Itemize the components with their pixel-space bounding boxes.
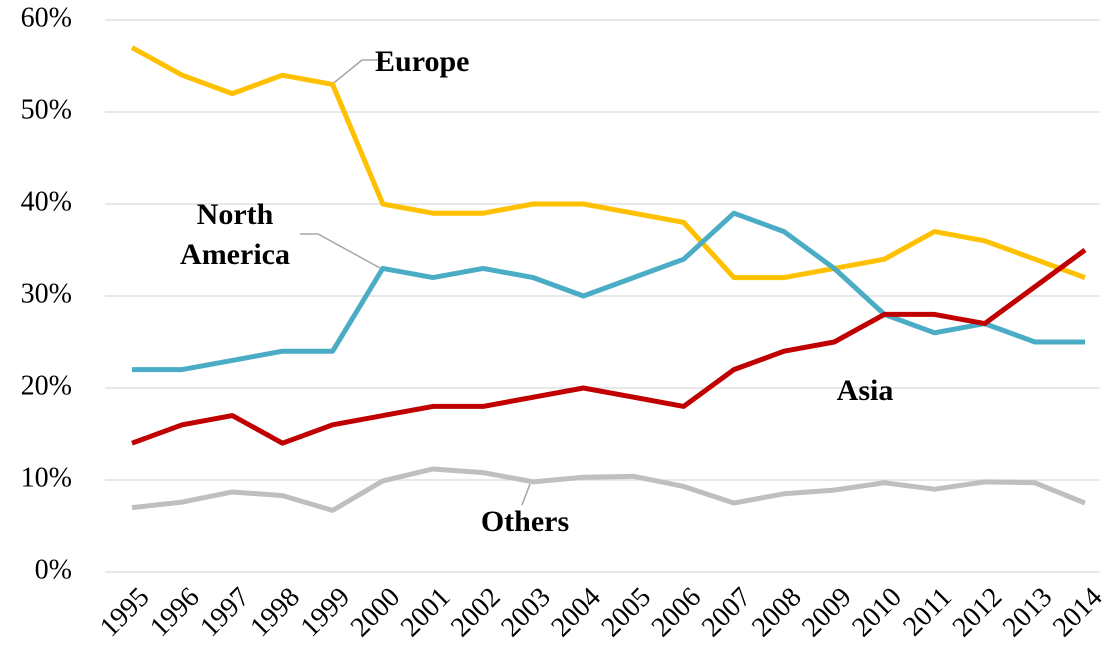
leader-line [521,483,531,506]
series-label: Europe [375,45,470,78]
series-line [132,210,1085,373]
x-tick-label: 2012 [947,582,1009,644]
x-tick-label: 1998 [244,582,306,644]
x-tick-label: 2005 [596,582,658,644]
series-label: Others [480,505,570,538]
x-tick-label: 2014 [1047,582,1109,644]
x-tick-label: 2002 [445,582,507,644]
series-line [131,466,1086,513]
x-tick-label: 1996 [144,582,206,644]
leader-line [300,233,381,269]
y-tick-label: 0% [35,554,72,585]
x-tick-label: 1997 [194,582,256,644]
x-tick-label: 2006 [646,582,708,644]
x-tick-label: 2007 [696,582,758,644]
series-line [131,247,1087,446]
series-label: North America [180,198,290,271]
x-tick-label: 1995 [94,582,156,644]
x-tick-label: 2001 [395,582,457,644]
x-tick-label: 2013 [997,582,1059,644]
y-tick-label: 50% [21,94,72,125]
y-tick-label: 30% [21,278,72,309]
x-tick-label: 2010 [846,582,908,644]
y-tick-label: 40% [21,186,72,217]
series-line [130,45,1086,281]
x-tick-label: 2008 [746,582,808,644]
y-tick-label: 60% [21,2,72,33]
x-tick-label: 2000 [345,582,407,644]
x-tick-label: 1999 [295,582,357,644]
x-tick-label: 2004 [545,582,607,644]
series-label: Asia [836,374,894,407]
x-tick-label: 2011 [897,582,958,643]
x-tick-label: 2009 [796,582,858,644]
y-tick-label: 10% [21,462,72,493]
leader-line [329,59,380,87]
y-tick-label: 20% [21,370,72,401]
x-tick-label: 2003 [495,582,557,644]
